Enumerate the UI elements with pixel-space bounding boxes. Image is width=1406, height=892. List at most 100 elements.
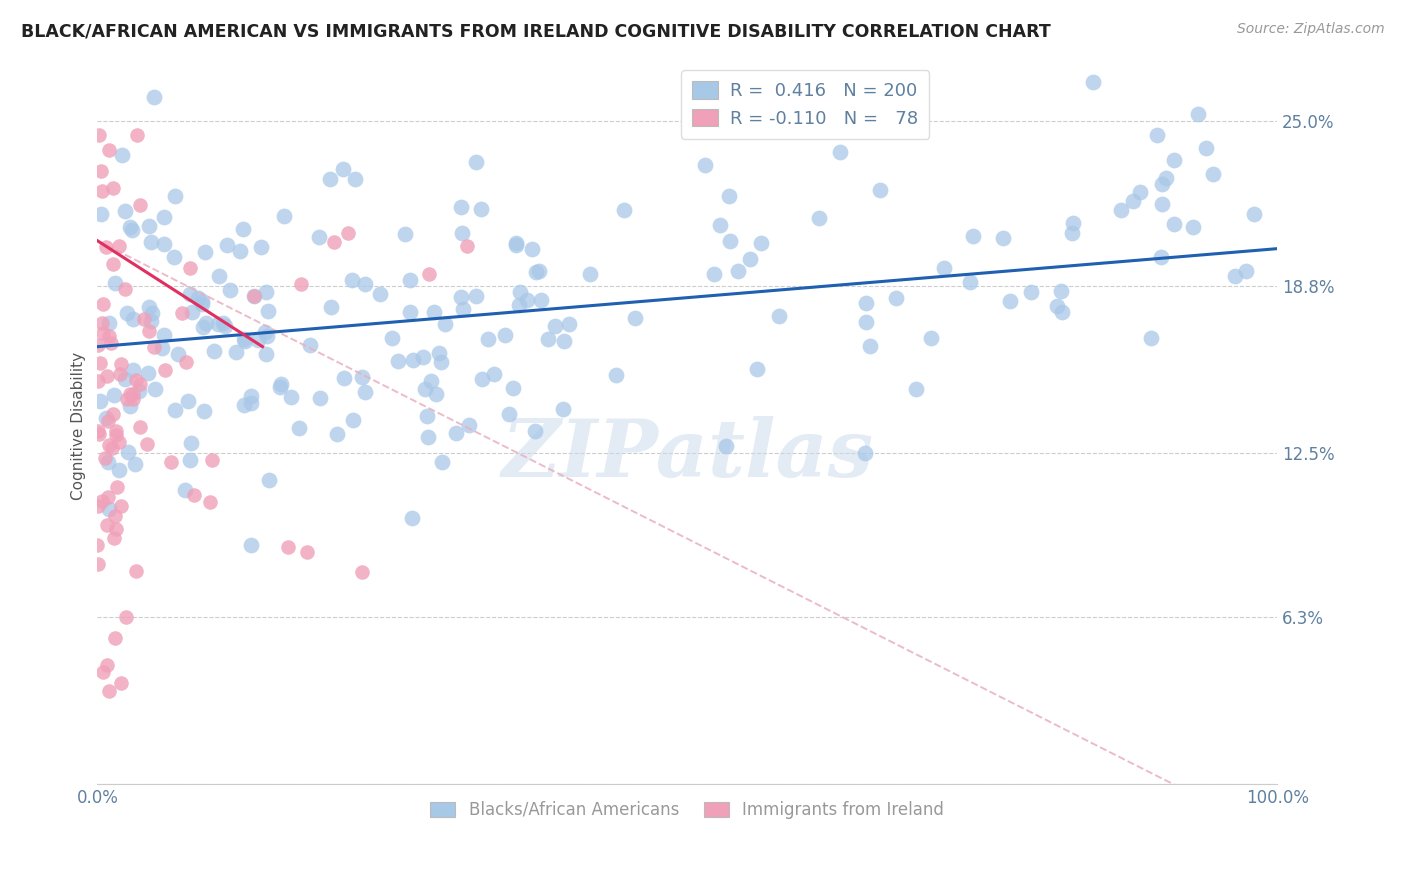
Point	[138, 300, 160, 314]
Point	[129, 419, 152, 434]
Point	[194, 316, 217, 330]
Point	[1150, 250, 1173, 264]
Point	[368, 286, 391, 301]
Point	[308, 230, 330, 244]
Point	[107, 463, 129, 477]
Point	[254, 285, 277, 299]
Point	[430, 455, 453, 469]
Point	[114, 372, 136, 386]
Point	[201, 452, 224, 467]
Point	[191, 294, 214, 309]
Point	[309, 391, 332, 405]
Point	[207, 317, 229, 331]
Point	[90, 316, 112, 330]
Point	[277, 541, 299, 555]
Point	[934, 261, 956, 276]
Point	[420, 374, 443, 388]
Point	[103, 181, 125, 195]
Point	[94, 411, 117, 425]
Point	[239, 395, 262, 409]
Point	[1163, 217, 1185, 231]
Point	[177, 393, 200, 408]
Point	[115, 392, 138, 406]
Point	[1050, 304, 1073, 318]
Point	[105, 428, 128, 442]
Point	[269, 379, 291, 393]
Point	[105, 480, 128, 494]
Point	[344, 172, 367, 186]
Point	[299, 338, 322, 352]
Point	[527, 264, 550, 278]
Point	[90, 164, 112, 178]
Point	[87, 499, 110, 513]
Point	[163, 189, 186, 203]
Point	[254, 325, 277, 339]
Point	[180, 436, 202, 450]
Point	[91, 297, 114, 311]
Point	[242, 289, 264, 303]
Point	[807, 211, 830, 225]
Point	[89, 356, 111, 370]
Point	[191, 297, 214, 311]
Point	[233, 399, 256, 413]
Point	[413, 382, 436, 396]
Point	[1154, 170, 1177, 185]
Point	[167, 347, 190, 361]
Point	[121, 311, 143, 326]
Point	[179, 286, 201, 301]
Point	[257, 303, 280, 318]
Point	[394, 227, 416, 241]
Point	[557, 318, 579, 332]
Point	[502, 381, 524, 395]
Legend: Blacks/African Americans, Immigrants from Ireland: Blacks/African Americans, Immigrants fro…	[423, 794, 950, 825]
Point	[869, 182, 891, 196]
Point	[494, 328, 516, 343]
Point	[127, 128, 149, 142]
Point	[477, 333, 499, 347]
Point	[108, 367, 131, 381]
Point	[87, 375, 110, 389]
Point	[187, 291, 209, 305]
Point	[153, 237, 176, 252]
Y-axis label: Cognitive Disability: Cognitive Disability	[72, 352, 86, 500]
Point	[117, 445, 139, 459]
Point	[352, 566, 374, 580]
Point	[1181, 219, 1204, 234]
Point	[456, 239, 478, 253]
Point	[114, 281, 136, 295]
Point	[125, 373, 148, 387]
Point	[717, 189, 740, 203]
Point	[256, 328, 278, 343]
Point	[97, 490, 120, 504]
Point	[450, 227, 472, 241]
Point	[91, 665, 114, 680]
Point	[96, 240, 118, 254]
Point	[416, 409, 439, 424]
Point	[87, 558, 110, 572]
Point	[482, 367, 505, 381]
Point	[233, 332, 256, 346]
Point	[523, 424, 546, 438]
Point	[727, 263, 749, 277]
Point	[962, 228, 984, 243]
Point	[254, 347, 277, 361]
Point	[136, 437, 159, 451]
Point	[91, 494, 114, 508]
Point	[418, 268, 440, 282]
Point	[904, 383, 927, 397]
Point	[1146, 128, 1168, 142]
Point	[108, 239, 131, 253]
Point	[524, 265, 547, 279]
Point	[322, 235, 344, 250]
Point	[959, 275, 981, 289]
Point	[270, 376, 292, 391]
Point	[745, 362, 768, 376]
Point	[87, 338, 110, 352]
Point	[693, 159, 716, 173]
Point	[354, 385, 377, 400]
Point	[134, 311, 156, 326]
Point	[232, 221, 254, 235]
Point	[108, 435, 131, 450]
Point	[214, 318, 236, 333]
Point	[1163, 153, 1185, 167]
